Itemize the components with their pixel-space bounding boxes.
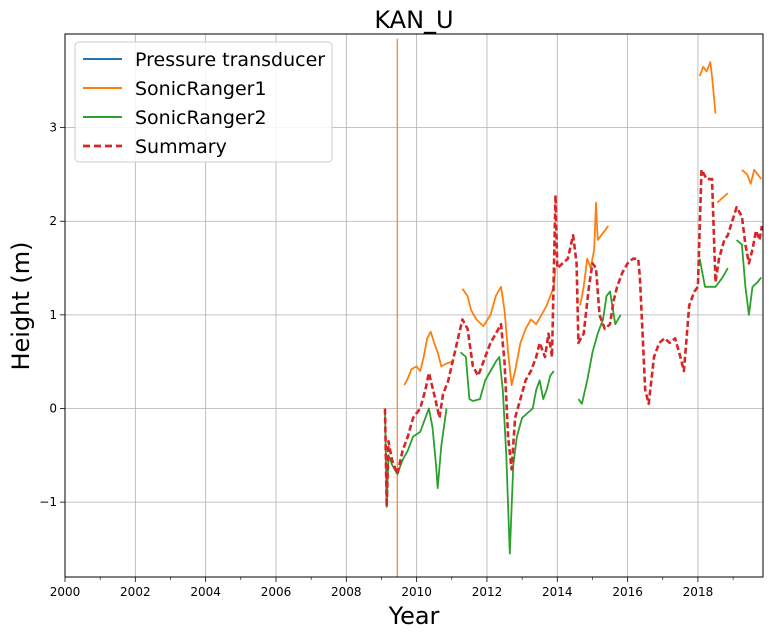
legend-label: SonicRanger2 bbox=[135, 107, 267, 129]
series-line-sonicranger2 bbox=[460, 351, 555, 555]
x-tick-label: 2018 bbox=[683, 585, 714, 599]
grid-lines bbox=[64, 34, 763, 577]
series-line-sonicranger1 bbox=[741, 168, 762, 185]
x-tick-label: 2008 bbox=[331, 585, 362, 599]
series-line-sonicranger2 bbox=[698, 258, 729, 288]
x-tick-label: 2014 bbox=[542, 585, 573, 599]
chart-title: KAN_U bbox=[374, 6, 453, 34]
y-tick-label: 3 bbox=[49, 121, 57, 135]
legend-box bbox=[74, 41, 333, 163]
plot-area-frame bbox=[64, 33, 764, 578]
x-tick-label: 2000 bbox=[50, 585, 81, 599]
series-line-sonicranger2 bbox=[384, 407, 448, 508]
x-tick-label: 2010 bbox=[401, 585, 432, 599]
y-tick-label: 1 bbox=[49, 308, 57, 322]
y-tick-label: 0 bbox=[49, 401, 57, 415]
x-tick-label: 2004 bbox=[190, 585, 221, 599]
series-line-sonicranger1 bbox=[716, 192, 729, 204]
series-line-sonicranger1 bbox=[461, 268, 557, 386]
legend-label: Pressure transducer bbox=[135, 49, 325, 71]
plot-series bbox=[383, 38, 763, 577]
series-line-sonicranger2 bbox=[736, 239, 762, 316]
legend: Pressure transducer SonicRanger1 SonicRang… bbox=[74, 41, 333, 163]
axis-ticks: 2000 2002 2004 2006 2008 2010 2012 2014 2016 2018… bbox=[39, 121, 734, 599]
x-tick-label: 2002 bbox=[120, 585, 151, 599]
y-axis-label: Height (m) bbox=[7, 241, 35, 370]
x-tick-label: 2006 bbox=[261, 585, 292, 599]
x-tick-label: 2016 bbox=[612, 585, 643, 599]
x-tick-label: 2012 bbox=[472, 585, 503, 599]
y-tick-label: 2 bbox=[49, 214, 57, 228]
y-tick-label: −1 bbox=[39, 495, 57, 509]
x-axis-label: Year bbox=[388, 602, 440, 630]
series-line-sonicranger1 bbox=[698, 61, 717, 114]
series-line-sonicranger1 bbox=[403, 330, 453, 386]
legend-label: Summary bbox=[135, 136, 227, 158]
series-line-sonicranger1 bbox=[579, 201, 610, 306]
legend-label: SonicRanger1 bbox=[135, 78, 267, 100]
series-line-summary bbox=[383, 168, 763, 509]
